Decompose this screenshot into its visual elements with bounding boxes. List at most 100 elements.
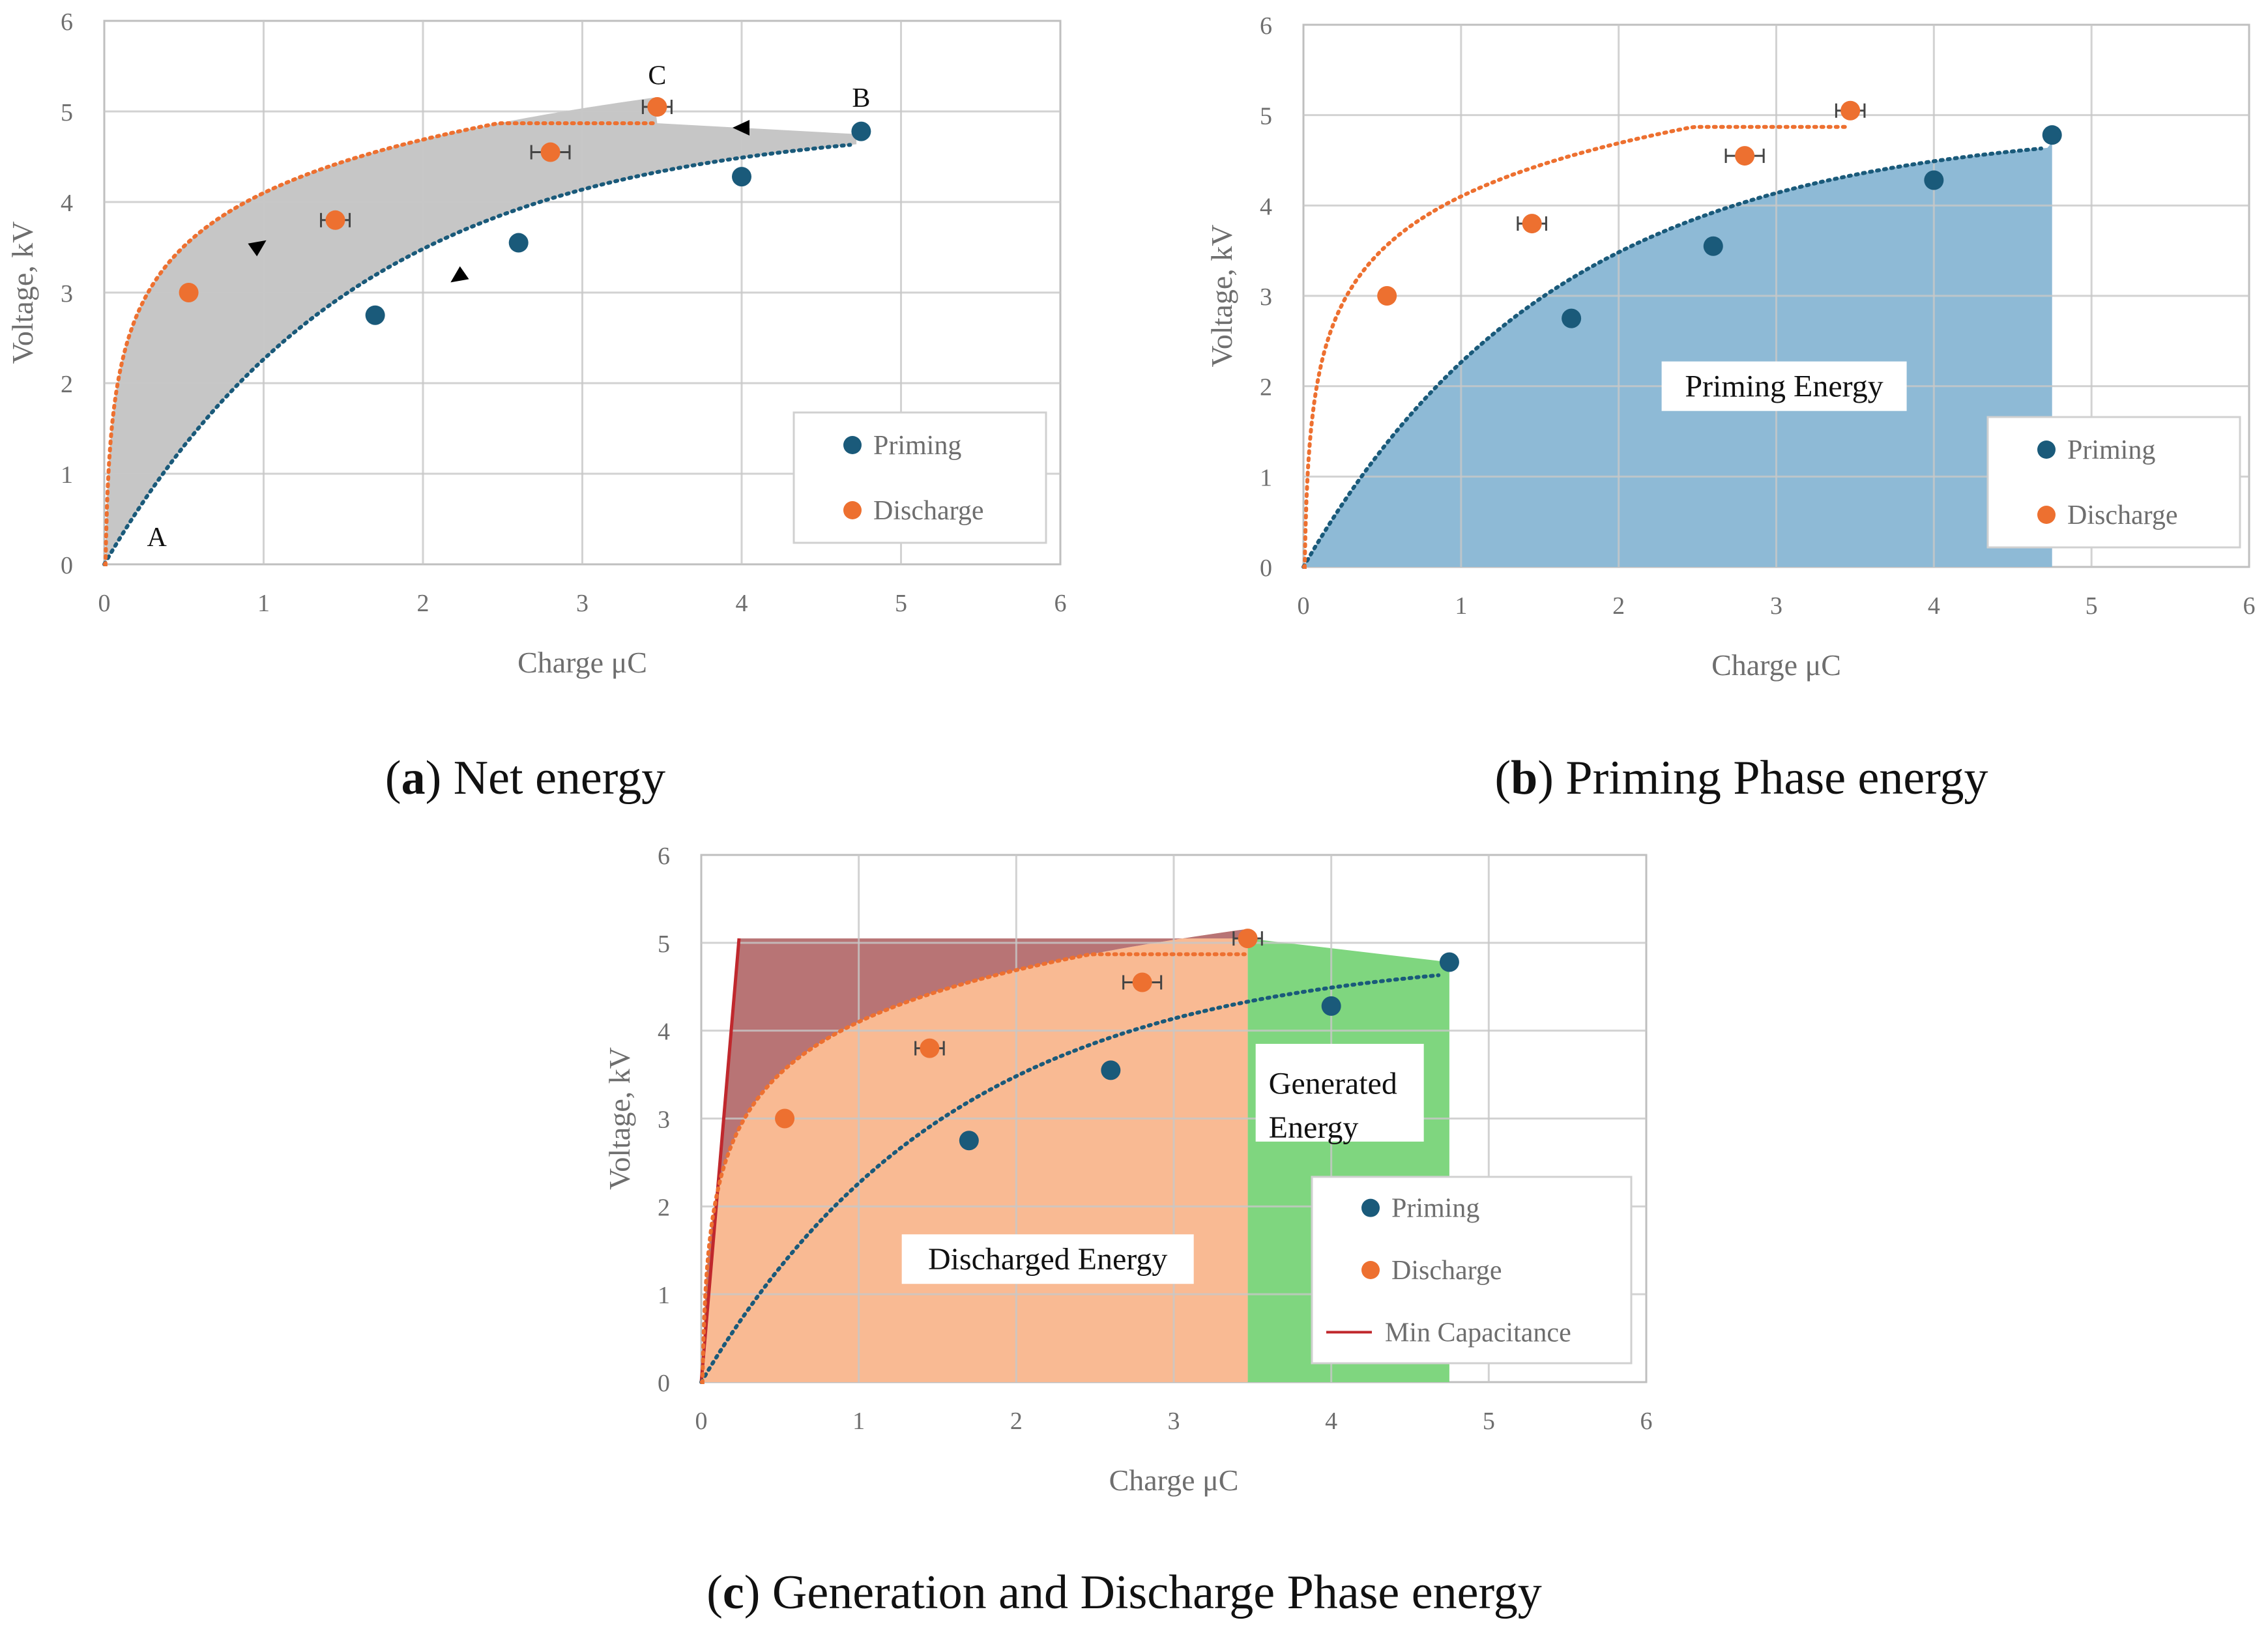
- y-tick-label: 0: [1260, 555, 1272, 582]
- priming-point: [1562, 308, 1582, 328]
- caption-c: (c) Generation and Discharge Phase energ…: [706, 1566, 1542, 1619]
- y-tick-label: 4: [61, 190, 73, 217]
- y-tick-label: 4: [658, 1019, 670, 1046]
- y-tick-label: 1: [1260, 464, 1272, 491]
- x-tick-label: 6: [1640, 1408, 1653, 1435]
- priming-point: [508, 233, 529, 253]
- priming-point: [1439, 952, 1459, 972]
- discharge-trendline: [1301, 124, 1850, 569]
- chart-priming-phase-energy: 0 1 2 3 4 5 6 0 1 2 3 4 5 6 Charge μC Voltage, kV Primin…: [1205, 12, 2256, 682]
- point-label-a: A: [147, 523, 167, 553]
- y-tick-label: 4: [1260, 193, 1272, 220]
- caption-c-text: Generation and Discharge Phase energy: [772, 1566, 1542, 1619]
- y-tick-label: 3: [1260, 283, 1272, 311]
- y-axis-label: Voltage, kV: [603, 1047, 636, 1190]
- discharge-point: [775, 1108, 795, 1129]
- discharge-point: [179, 283, 199, 302]
- priming-point: [1101, 1060, 1121, 1080]
- x-axis-label: Charge μC: [1109, 1464, 1239, 1497]
- discharge-point: [1238, 929, 1258, 949]
- x-tick-label: 3: [576, 590, 589, 617]
- caption-b: (b) Priming Phase energy: [1494, 751, 1988, 805]
- legend-marker: [843, 436, 862, 454]
- x-tick-label: 0: [695, 1408, 708, 1435]
- x-tick-label: 1: [257, 590, 270, 617]
- legend-label: Discharge: [2067, 500, 2178, 530]
- priming-point: [1924, 170, 1944, 190]
- x-tick-label: 2: [1010, 1408, 1023, 1435]
- priming-energy-region: [1303, 142, 2052, 567]
- priming-point: [1321, 996, 1341, 1016]
- x-tick-label: 3: [1770, 592, 1782, 620]
- x-tick-label: 3: [1168, 1408, 1180, 1435]
- y-tick-label: 5: [658, 931, 670, 958]
- discharge-point: [920, 1038, 940, 1058]
- legend-label: Priming: [873, 431, 961, 461]
- direction-arrow-icon: [733, 120, 749, 136]
- region-label: Discharged Energy: [928, 1242, 1167, 1277]
- x-tick-label: 1: [852, 1408, 865, 1435]
- priming-trendline: [699, 973, 1441, 1384]
- legend: [1986, 416, 2241, 549]
- y-tick-label: 3: [61, 280, 73, 308]
- legend-label: Priming: [1391, 1194, 1479, 1224]
- x-axis-label: Charge μC: [1711, 648, 1841, 682]
- y-tick-label: 5: [61, 99, 73, 126]
- x-tick-label: 5: [2086, 592, 2098, 620]
- x-tick-label: 4: [1928, 592, 1940, 620]
- discharge-trendline: [699, 952, 1247, 1384]
- region-label: Generated: [1269, 1067, 1397, 1101]
- x-tick-label: 1: [1455, 592, 1467, 620]
- priming-point: [1703, 236, 1723, 256]
- legend-label: Discharge: [873, 496, 984, 526]
- y-tick-label: 3: [658, 1106, 670, 1134]
- discharge-point: [1735, 146, 1755, 166]
- region-label-bg: [1661, 361, 1907, 411]
- priming-point: [365, 305, 385, 325]
- priming-trendline: [1301, 146, 2043, 569]
- discharge-point: [1840, 100, 1861, 121]
- discharge-point: [540, 142, 560, 162]
- point-label-c: C: [648, 61, 666, 91]
- legend-marker: [1361, 1261, 1380, 1279]
- legend-marker: [1361, 1198, 1380, 1217]
- y-tick-label: 0: [61, 552, 73, 579]
- caption-b-text: Priming Phase energy: [1565, 751, 1988, 805]
- priming-point: [2042, 125, 2062, 145]
- caption-a: (a) Net energy: [385, 751, 665, 805]
- region-label: Priming Energy: [1685, 369, 1883, 404]
- x-tick-label: 6: [2243, 592, 2256, 620]
- caption-b-label: b: [1511, 751, 1537, 805]
- caption-a-text: Net energy: [454, 751, 665, 805]
- x-tick-label: 0: [1298, 592, 1310, 620]
- point-label-b: B: [852, 83, 870, 113]
- y-tick-label: 6: [61, 8, 73, 36]
- caption-a-label: a: [401, 751, 426, 805]
- chart-net-energy: 0 1 2 3 4 5 6 0 1 2 3 4 5 6 Charge μC Voltage, kV A B C Pri…: [6, 8, 1067, 679]
- y-tick-label: 6: [658, 843, 670, 870]
- discharge-point: [1522, 214, 1542, 234]
- x-tick-label: 0: [98, 590, 111, 617]
- legend-marker: [2037, 441, 2056, 459]
- legend-marker: [843, 501, 862, 519]
- y-tick-label: 5: [1260, 103, 1272, 130]
- priming-trendline: [102, 143, 852, 566]
- min-capacitance-line: [699, 938, 741, 1383]
- x-tick-label: 5: [1483, 1408, 1495, 1435]
- discharge-point: [1132, 972, 1152, 992]
- x-tick-label: 2: [417, 590, 429, 617]
- legend-label: Min Capacitance: [1385, 1318, 1571, 1348]
- x-tick-label: 4: [1325, 1408, 1337, 1435]
- discharge-point: [647, 97, 667, 117]
- y-tick-label: 2: [61, 371, 73, 398]
- y-tick-label: 0: [658, 1370, 670, 1397]
- discharge-trendline: [102, 121, 656, 566]
- region-label-bg: [1255, 1043, 1424, 1142]
- x-tick-label: 2: [1612, 592, 1625, 620]
- y-axis-label: Voltage, kV: [1205, 225, 1238, 368]
- region-label-bg: [901, 1234, 1194, 1284]
- loss-region: [701, 929, 1248, 1382]
- y-tick-label: 2: [1260, 374, 1272, 401]
- x-axis-label: Charge μC: [517, 646, 647, 679]
